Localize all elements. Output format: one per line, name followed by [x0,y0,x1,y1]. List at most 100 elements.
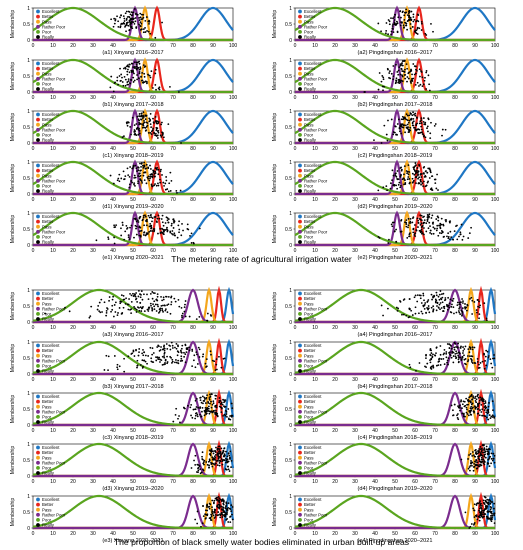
really-point [432,353,434,356]
really-point [137,295,140,298]
really-point [214,369,217,372]
really-point [449,220,452,223]
really-point [180,357,183,360]
legend-marker [298,235,302,239]
really-point [406,172,408,175]
really-point [417,182,420,185]
really-point [226,511,229,514]
really-point [453,403,456,406]
y-tick-label: 0.5 [23,227,30,233]
really-point [163,351,166,354]
panel-caption: (d1) Xinyang 2019–2020 [102,204,163,210]
really-point [218,501,221,504]
really-point [485,411,488,414]
really-point [174,300,177,303]
really-point [487,516,489,519]
really-point [127,80,130,82]
really-point [404,11,407,14]
x-tick-label: 60 [412,146,418,152]
really-point [391,225,394,228]
really-point [436,173,438,176]
really-point [227,460,230,463]
really-point [396,177,399,180]
membership-curve-poor [294,494,495,530]
really-point [438,298,441,301]
x-tick-label: 30 [352,95,358,101]
really-point [139,66,142,69]
legend-label: Rather Poor [304,512,328,517]
legend-label: Excellent [304,343,322,348]
really-point [459,356,462,359]
legend-marker [298,466,302,470]
really-point [172,220,175,222]
really-point [455,350,458,353]
really-point [149,173,152,176]
really-point [485,349,488,352]
really-point [411,124,414,127]
really-point [483,302,486,305]
really-point [162,298,165,301]
really-point [451,300,454,302]
really-point [468,232,471,235]
really-point [430,306,433,309]
legend-marker [298,76,302,81]
really-point [417,131,419,134]
really-point [121,81,124,83]
really-point [408,178,411,180]
really-point [153,131,155,134]
really-point [393,230,396,232]
really-point [199,399,202,402]
really-point [206,394,208,397]
really-point [414,31,417,34]
x-tick-label: 70 [432,43,438,49]
x-tick-label: 0 [294,146,297,152]
really-point [479,500,481,503]
really-point [478,399,481,402]
really-point [418,163,420,166]
membership-curve-poor [32,160,233,196]
really-point [463,405,466,408]
really-point [143,310,146,313]
really-point [130,308,133,311]
really-point [433,227,436,230]
legend-label: Really [42,35,55,40]
x-tick-label: 60 [412,325,418,331]
x-tick-label: 10 [312,197,318,203]
really-point [420,128,423,131]
really-point [133,67,136,69]
really-point [460,400,462,403]
x-tick-label: 90 [472,197,478,203]
really-point [419,223,422,226]
x-tick-label: 0 [294,95,297,101]
y-tick-label: 1 [27,58,30,64]
really-point [404,179,406,182]
really-point [405,63,408,66]
really-point [159,181,162,184]
really-point [136,366,138,369]
legend-marker [298,497,302,502]
really-point [452,355,455,357]
really-point [140,112,143,115]
really-point [405,24,407,27]
x-tick-label: 30 [90,95,96,101]
x-tick-label: 10 [312,479,318,485]
really-point [111,308,114,311]
really-point [458,352,461,355]
really-point [423,172,425,175]
really-point [385,29,388,32]
x-tick-label: 80 [190,325,196,331]
really-point [481,516,484,519]
really-point [143,75,146,78]
really-point [462,349,465,352]
really-point [211,458,214,461]
really-point [151,185,154,188]
really-point [151,297,154,300]
really-point [163,230,165,233]
really-point [478,501,481,504]
really-point [412,166,415,169]
really-point [116,363,119,366]
really-point [489,455,492,458]
y-tick-label: 0.5 [285,125,292,131]
